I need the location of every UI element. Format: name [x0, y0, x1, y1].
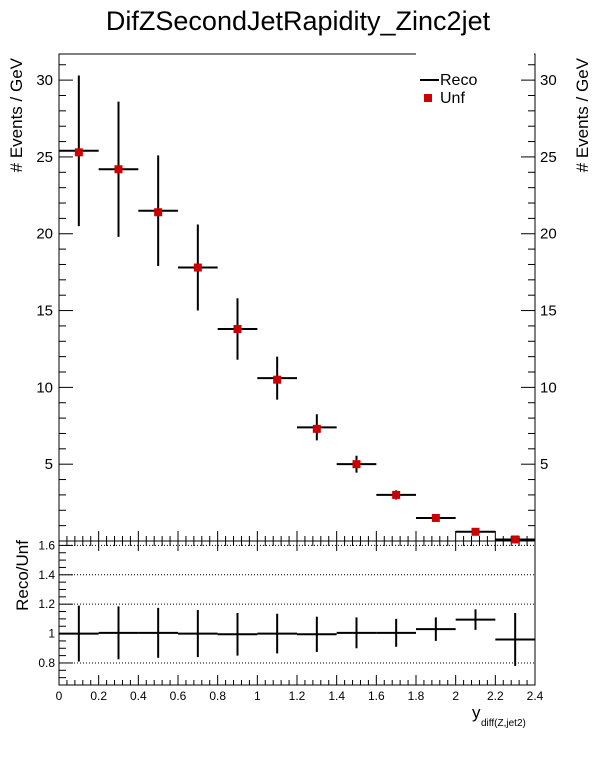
ratio-gridlines: [59, 544, 535, 664]
main-y-tick-label-right: 10: [540, 379, 557, 396]
ratio-y-tick-label: 0.8: [38, 656, 55, 670]
main-y-tick-label: 30: [36, 72, 53, 89]
main-y-tick-label: 5: [45, 456, 53, 473]
reco-series: [59, 75, 535, 541]
unf-marker: [273, 375, 282, 384]
ratio-point: [416, 617, 456, 641]
ratio-point: [495, 613, 535, 666]
ratio-series: [59, 605, 535, 666]
unf-marker: [511, 535, 520, 544]
ratio-y-tick-label: 1.6: [38, 538, 55, 552]
main-y-tick-labels-left: 5 10 15 20 25 30: [36, 72, 53, 473]
legend: Reco Unf: [420, 72, 477, 107]
ratio-point: [455, 609, 496, 630]
unf-marker: [312, 424, 321, 433]
ratio-point: [336, 617, 377, 649]
main-y-tick-label: 20: [36, 226, 53, 243]
legend-unf-marker: [424, 94, 432, 102]
ratio-point: [297, 616, 337, 652]
ratio-y-tick-label: 1.2: [38, 597, 55, 611]
unf-marker: [193, 263, 202, 272]
ratio-point: [59, 605, 99, 662]
x-tick-label: 1.8: [408, 689, 425, 703]
main-y-tick-label: 25: [36, 149, 53, 166]
unf-marker: [233, 324, 242, 333]
main-y-tick-label-right: 15: [540, 303, 557, 320]
unf-marker: [471, 527, 480, 536]
main-y-tick-label-right: 30: [540, 72, 557, 89]
main-plot-border: [58, 53, 536, 542]
legend-reco-label: Reco: [440, 72, 477, 89]
ratio-y-axis-label: Reco/Unf: [13, 540, 32, 611]
ratio-y-tick-label: 1.4: [38, 568, 55, 582]
main-y-tick-label-right: 25: [540, 149, 557, 166]
x-tick-label: 2.2: [487, 689, 504, 703]
unf-marker: [114, 165, 123, 174]
unf-series: [74, 148, 520, 544]
x-axis-label-subscript: diff(Z,jet2): [481, 718, 526, 729]
ratio-x-tick-labels: 0 0.2 0.4 0.6 0.8 1 1.2 1.4 1.6 1.8 2 2.2 2.4: [56, 689, 544, 703]
unf-marker: [431, 513, 440, 522]
x-tick-label: 0.2: [90, 689, 107, 703]
x-tick-label: 0.4: [130, 689, 147, 703]
ratio-point: [376, 618, 416, 647]
main-axis-ticks: [58, 64, 536, 542]
main-plot-frame: [58, 53, 536, 542]
unf-marker: [392, 490, 401, 499]
main-y-axis-label-right: # Events / GeV: [573, 57, 592, 172]
ratio-point: [257, 613, 297, 654]
x-tick-label: 1.2: [289, 689, 306, 703]
ratio-point: [138, 607, 178, 658]
main-y-axis-label-left: # Events / GeV: [7, 57, 26, 172]
main-y-tick-label: 10: [36, 379, 53, 396]
x-tick-label: 1.4: [328, 689, 345, 703]
ratio-y-tick-labels: 0.8 1 1.2 1.4 1.6: [38, 538, 55, 670]
x-tick-label: 1: [254, 689, 261, 703]
ratio-point: [98, 606, 139, 660]
main-y-tick-labels-right: 5 10 15 20 25 30: [540, 72, 557, 473]
main-y-tick-label: 15: [36, 303, 53, 320]
ratio-axis-ticks: [58, 541, 536, 685]
ratio-y-tick-label: 1: [48, 627, 55, 641]
main-y-tick-label-right: 20: [540, 226, 557, 243]
ratio-point: [178, 610, 218, 658]
x-tick-label: 2.4: [527, 689, 544, 703]
ratio-point: [217, 613, 258, 656]
chart-title: DifZSecondJetRapidity_Zinc2jet: [106, 6, 491, 36]
x-tick-label: 0: [56, 689, 63, 703]
x-axis-label: y: [472, 703, 481, 722]
x-tick-label: 2: [452, 689, 459, 703]
x-tick-label: 1.6: [368, 689, 385, 703]
x-tick-label: 0.8: [209, 689, 226, 703]
unf-marker: [352, 460, 361, 469]
unf-marker: [154, 208, 163, 217]
legend-unf-label: Unf: [440, 90, 465, 107]
unf-marker: [74, 148, 83, 157]
main-y-tick-label-right: 5: [540, 456, 548, 473]
x-tick-label: 0.6: [170, 689, 187, 703]
